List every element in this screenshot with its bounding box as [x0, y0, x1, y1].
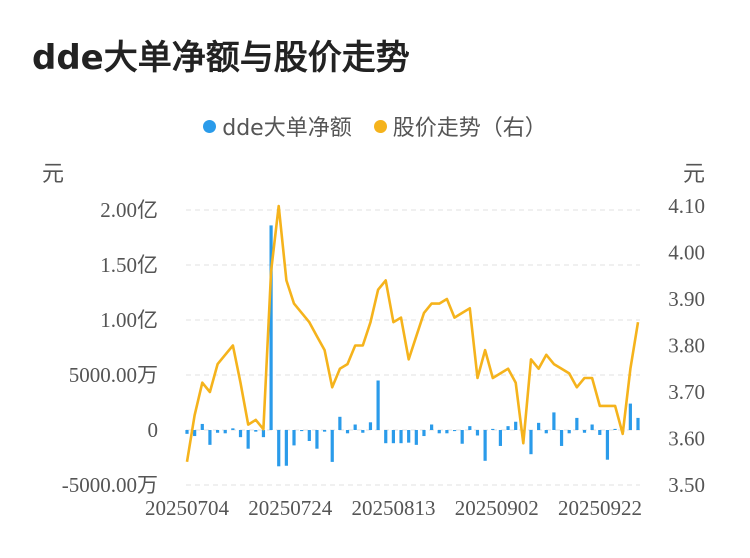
bar [460, 430, 464, 444]
bar [437, 430, 441, 434]
bar [246, 430, 250, 449]
bar [613, 428, 617, 430]
right-tick-label: 3.60 [668, 427, 705, 451]
bar [269, 225, 273, 430]
price-line [185, 204, 640, 463]
x-tick-label: 20250902 [455, 496, 539, 520]
bar [529, 430, 533, 455]
bar [628, 403, 632, 430]
bar [445, 430, 449, 434]
x-tick-label: 20250724 [248, 496, 333, 520]
bar [215, 430, 220, 433]
bar [338, 416, 342, 430]
bar [345, 430, 350, 434]
bar [300, 430, 304, 432]
bar [384, 430, 388, 444]
bar [407, 430, 411, 443]
bar [185, 430, 189, 434]
bar [544, 430, 548, 434]
right-tick-label: 3.70 [668, 380, 705, 404]
bar [506, 426, 510, 430]
bar [422, 430, 426, 437]
bar [368, 422, 373, 430]
bar [376, 380, 380, 430]
right-axis-unit: 元 [683, 162, 706, 187]
page-title: dde大单净额与股价走势 [32, 38, 410, 78]
bar [292, 430, 296, 446]
x-tick-label: 20250704 [145, 496, 230, 520]
line-layer [185, 204, 640, 463]
bar [559, 430, 564, 446]
bar [475, 430, 480, 436]
legend-label-price: 股价走势（右） [392, 116, 547, 141]
bar [575, 417, 579, 430]
bar [483, 430, 487, 461]
bar [208, 430, 212, 445]
bar [399, 430, 403, 444]
bar [391, 430, 395, 444]
right-tick-label: 4.10 [668, 194, 705, 218]
x-tick-label: 20250922 [558, 496, 642, 520]
bar [598, 430, 602, 435]
bar-layer [185, 225, 640, 467]
bar [277, 430, 281, 467]
bar [491, 428, 495, 430]
bar [307, 430, 311, 441]
x-tick-label: 20250813 [352, 496, 436, 520]
bar [590, 424, 594, 430]
legend: dde大单净额 股价走势（右） [0, 110, 750, 142]
left-tick-label: 1.00亿 [100, 308, 158, 332]
bar [315, 430, 319, 449]
left-tick-label: 2.00亿 [100, 198, 158, 222]
bar [238, 430, 243, 438]
bar [353, 424, 357, 430]
bar [567, 430, 571, 434]
bar [452, 430, 457, 432]
bar [552, 412, 556, 430]
right-tick-label: 4.00 [668, 241, 705, 265]
right-tick-label: 3.90 [668, 287, 705, 311]
left-tick-label: 0 [148, 418, 159, 442]
bar [537, 422, 541, 430]
legend-label-dde: dde大单净额 [222, 116, 352, 141]
left-tick-label: 5000.00万 [69, 363, 158, 387]
bar [223, 430, 227, 434]
bar [430, 424, 434, 430]
bar [514, 421, 518, 430]
bar [468, 426, 472, 430]
bar [284, 430, 288, 466]
legend-dot-orange-icon [373, 119, 387, 133]
bar [582, 430, 587, 433]
bar [193, 430, 197, 437]
right-tick-label: 3.50 [668, 473, 705, 497]
bar [261, 430, 266, 438]
left-tick-label: 1.50亿 [100, 253, 158, 277]
bar [498, 430, 503, 446]
left-tick-label: -5000.00万 [62, 473, 158, 497]
legend-item-dde[interactable]: dde大单净额 [203, 110, 352, 142]
bar [636, 417, 640, 430]
bar [231, 428, 235, 430]
bar [361, 430, 365, 433]
bar [254, 430, 258, 432]
legend-dot-blue-icon [203, 119, 217, 133]
bar [322, 430, 327, 432]
bar [605, 430, 610, 460]
bar [414, 430, 418, 445]
right-tick-label: 3.80 [668, 334, 705, 358]
left-axis-unit: 元 [42, 162, 65, 187]
legend-item-price[interactable]: 股价走势（右） [373, 110, 547, 142]
bar [330, 430, 334, 462]
grid-layer [186, 209, 640, 486]
bar [200, 423, 204, 430]
axis-layer: 2.00亿 1.50亿 1.00亿 5000.00万 0 -5000.00万 4.10 4.0… [62, 194, 705, 520]
